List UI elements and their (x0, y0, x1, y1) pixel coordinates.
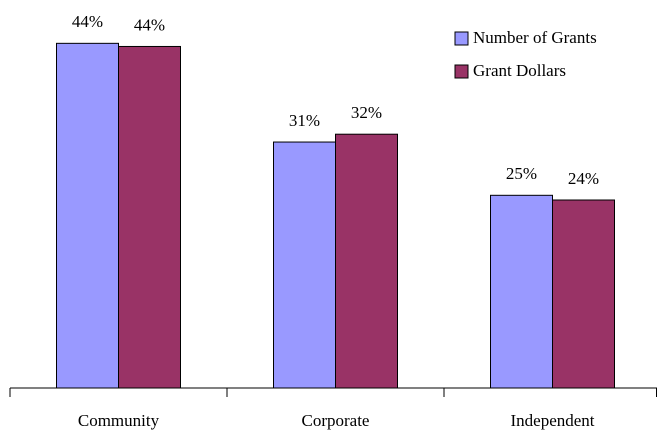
x-tick-label: Community (78, 411, 160, 430)
bar (118, 45, 181, 389)
data-label: 44% (72, 12, 103, 31)
x-tick-label: Corporate (302, 411, 370, 430)
bar (56, 42, 119, 389)
bar (490, 194, 553, 389)
data-label: 25% (506, 164, 537, 183)
legend-label: Number of Grants (473, 28, 597, 47)
data-label: 24% (568, 169, 599, 188)
bar (335, 133, 398, 389)
data-label: 44% (134, 15, 165, 34)
bar (552, 199, 615, 389)
legend-swatch (454, 31, 469, 46)
data-label: 31% (289, 111, 320, 130)
legend-label: Grant Dollars (473, 61, 566, 80)
legend-swatch (454, 64, 469, 79)
x-tick-label: Independent (510, 411, 594, 430)
bar (273, 141, 336, 389)
data-label: 32% (351, 103, 382, 122)
